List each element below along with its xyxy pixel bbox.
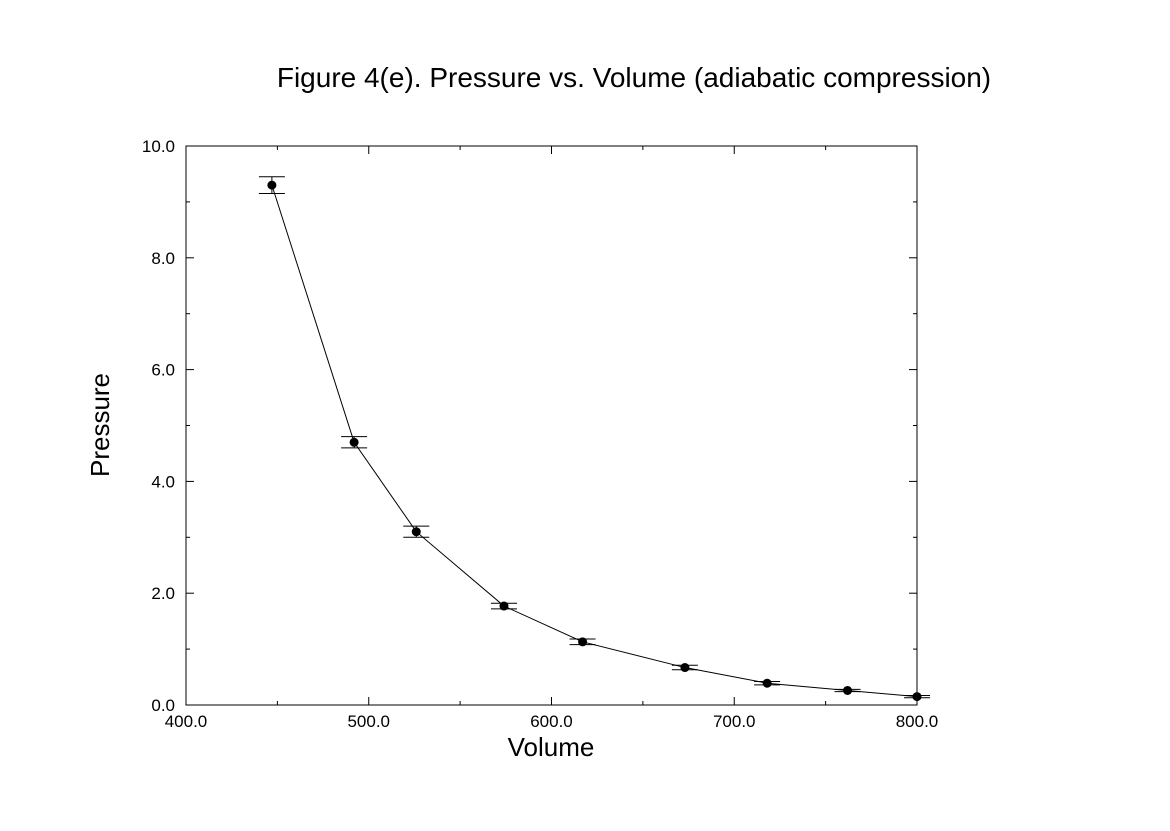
axis-ticks	[185, 145, 918, 706]
data-point	[912, 692, 922, 702]
y-tick-label: 8.0	[151, 249, 175, 268]
chart-title: Figure 4(e). Pressure vs. Volume (adiaba…	[277, 62, 991, 93]
y-tick-label: 10.0	[142, 137, 175, 156]
data-point	[843, 685, 853, 695]
axis-tick-labels: 400.0 500.0 600.0 700.0 800.0 0.0 2.0 4.0 6.0 8.0…	[142, 137, 938, 731]
y-tick-label: 4.0	[151, 472, 175, 491]
data-point	[578, 637, 588, 647]
data-point	[349, 437, 359, 447]
y-tick-label: 0.0	[151, 696, 175, 715]
data-point	[411, 527, 421, 537]
x-tick-label: 600.0	[530, 712, 573, 731]
x-tick-label: 700.0	[713, 712, 756, 731]
y-axis-label: Pressure	[85, 373, 115, 477]
data-point	[499, 601, 509, 611]
series-line	[271, 184, 918, 698]
data-series	[258, 176, 930, 702]
data-point	[267, 180, 277, 190]
data-point	[762, 678, 772, 688]
y-tick-label: 2.0	[151, 584, 175, 603]
x-axis-label: Volume	[508, 732, 595, 762]
x-tick-label: 800.0	[896, 712, 939, 731]
x-tick-label: 500.0	[347, 712, 390, 731]
data-point	[680, 663, 690, 673]
plot-area-frame	[185, 145, 918, 706]
y-tick-label: 6.0	[151, 361, 175, 380]
x-tick-label: 400.0	[165, 712, 208, 731]
